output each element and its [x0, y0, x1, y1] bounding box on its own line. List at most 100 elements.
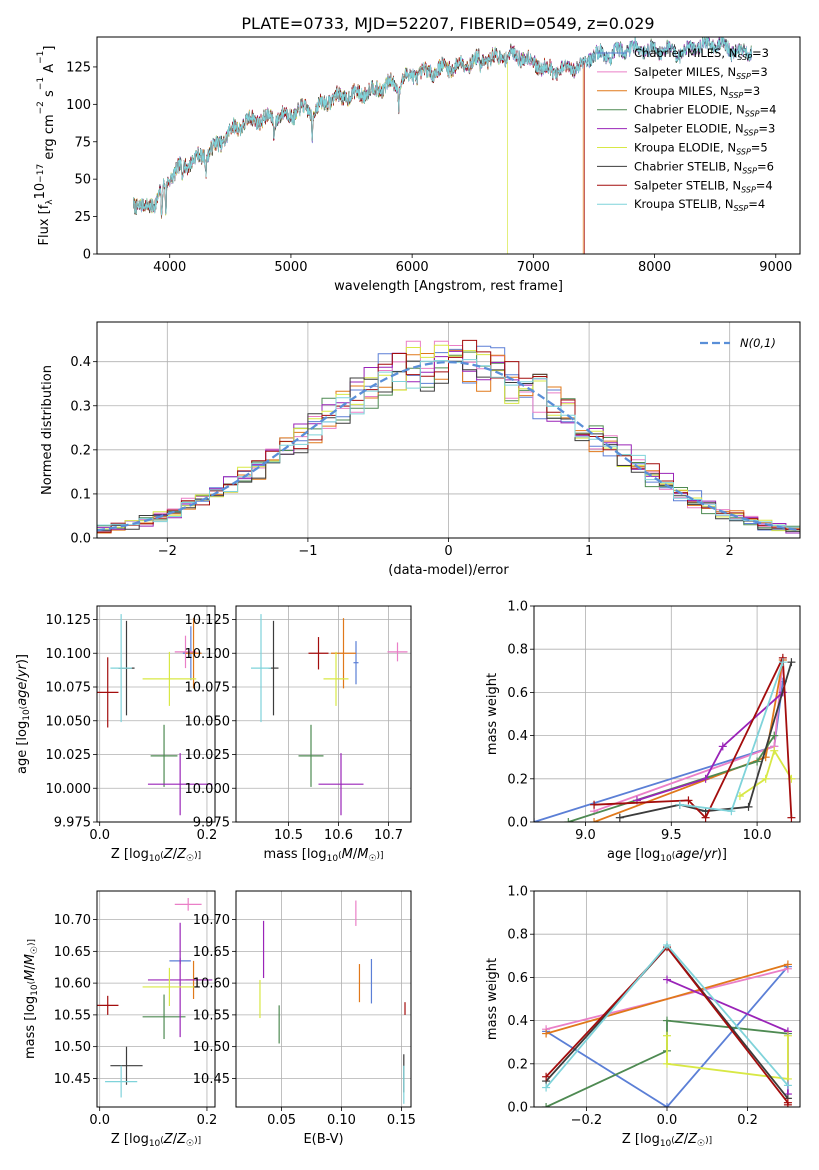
- y-tick-label: 0.8: [507, 643, 528, 658]
- y-axis-label: mass weight: [485, 958, 500, 1040]
- weight-marker: [663, 941, 671, 949]
- histogram-lines: [97, 339, 800, 538]
- y-tick-label: 0.0: [70, 532, 91, 547]
- weight-marker: [542, 1083, 551, 1092]
- weight-marker: [783, 1081, 792, 1090]
- errorbar-point: [185, 618, 202, 689]
- y-axis-label: mass [log10(M/M☉)]: [23, 939, 40, 1059]
- y-tick-label: 10.075: [46, 681, 92, 696]
- weight-marker: [615, 813, 624, 822]
- errorbar-point: [97, 657, 119, 728]
- x-tick-label: 0.15: [387, 1113, 416, 1128]
- axes-frame: [235, 605, 412, 823]
- axes-frame: [96, 36, 801, 255]
- weight-marker: [701, 774, 710, 783]
- weight-marker: [542, 1029, 551, 1038]
- spectrum-line: [133, 46, 508, 254]
- errorbar-point: [318, 753, 364, 816]
- weight-marker: [770, 731, 779, 740]
- axes-frame: [533, 890, 801, 1108]
- y-tick-label: 0: [83, 248, 91, 263]
- x-tick-label: 10.6: [324, 828, 353, 843]
- weight-marker: [727, 807, 736, 816]
- weight-series-line: [636, 691, 784, 802]
- weight-marker: [590, 800, 599, 809]
- y-tick-label: 0.8: [507, 928, 528, 943]
- residuals-panel: −2 −1 0 1 2 0.0 0.1 0.2 0.3 0.4 (data-model)/error…: [40, 321, 801, 578]
- x-tick-label: 0.0: [657, 1113, 678, 1128]
- weight-series-line: [666, 1035, 789, 1080]
- y-tick-label: 10.025: [46, 748, 92, 763]
- weight-marker: [663, 975, 671, 984]
- spectrum-lines: [133, 37, 752, 254]
- axes-frame: [96, 890, 216, 1108]
- legend-entry: Kroupa ELODIE, NSSP=5: [634, 141, 768, 157]
- y-tick-label: 10.60: [54, 977, 91, 992]
- x-tick-label: 4000: [153, 260, 186, 275]
- y-tick-label: 0.2: [507, 772, 528, 787]
- weight-marker: [744, 802, 753, 811]
- errorbar-point: [251, 614, 271, 723]
- errorbar-points: [97, 614, 213, 816]
- weight-marker: [787, 813, 796, 822]
- x-tick-label: 0.0: [89, 1113, 110, 1128]
- x-axis-label: Z [log10(Z/Z☉)]: [111, 1132, 201, 1149]
- x-tick-label: 9.0: [575, 828, 596, 843]
- x-axis-label: mass [log10(M/M☉)]: [263, 847, 383, 864]
- x-tick-label: 10.5: [274, 828, 303, 843]
- y-tick-label: 0.4: [507, 729, 528, 744]
- x-tick-label: 0.0: [89, 828, 110, 843]
- x-tick-label: 0.2: [197, 1113, 218, 1128]
- weight-marker: [663, 1016, 671, 1025]
- spectrum-panel: 4000 5000 6000 7000 8000 9000 0 25 50 75 100 125 wav…: [33, 36, 801, 294]
- y-axis-label: Normed distribution: [40, 365, 55, 495]
- errorbar-point: [331, 618, 356, 689]
- y-tick-label: 125: [66, 60, 91, 75]
- y-tick-label: 1.0: [507, 600, 528, 615]
- y-tick-label: 0.2: [507, 1057, 528, 1072]
- y-tick-label: 10.55: [54, 1008, 91, 1023]
- y-tick-label: 10.50: [193, 1040, 230, 1055]
- errorbar-point: [147, 753, 213, 816]
- y-tick-label: 10.000: [46, 782, 92, 797]
- y-axis-label: mass weight: [485, 673, 500, 755]
- weight-series-line: [739, 748, 793, 797]
- weight-marker: [787, 658, 796, 667]
- weight-marker: [783, 1031, 792, 1040]
- weight-marker: [590, 818, 599, 822]
- x-tick-label: 10.0: [743, 828, 772, 843]
- weight-series-line: [679, 661, 784, 813]
- weight-marker: [663, 1103, 671, 1107]
- y-tick-label: 10.000: [185, 782, 231, 797]
- errorbar-point: [110, 614, 132, 723]
- axes-frame: [235, 890, 412, 1108]
- weight-series-line: [545, 963, 789, 1035]
- errorbar-point: [142, 967, 197, 1006]
- errorbar-points: [251, 614, 408, 816]
- y-tick-label: 0.1: [70, 487, 91, 502]
- x-tick-label: 2: [726, 544, 734, 559]
- y-tick-label: 0.6: [507, 971, 528, 986]
- y-tick-label: 9.975: [193, 816, 230, 831]
- weight-marker: [663, 1031, 671, 1040]
- errorbar-point: [110, 1046, 143, 1085]
- errorbar-point: [298, 724, 324, 787]
- weight-marker: [770, 746, 779, 755]
- y-tick-label: 10.050: [46, 714, 92, 729]
- y-tick-label: 0.0: [507, 1101, 528, 1116]
- age-vs-z-panel: 0.0 0.2 9.975 10.000 10.025 10.050 10.075 10.10…: [15, 605, 217, 864]
- errorbar-point: [150, 724, 178, 787]
- weight-marker: [783, 960, 792, 969]
- x-tick-label: 5000: [274, 260, 307, 275]
- y-tick-label: 100: [66, 98, 91, 113]
- errorbar-point: [105, 1065, 138, 1098]
- x-tick-label: −1: [298, 544, 317, 559]
- y-tick-label: 0.6: [507, 686, 528, 701]
- y-tick-label: 10.50: [54, 1040, 91, 1055]
- axes-frame: [96, 605, 216, 823]
- y-tick-label: 25: [74, 210, 91, 225]
- x-axis-label: age [log10(age/yr)]: [607, 847, 727, 864]
- x-axis-label: Z [log10(Z/Z☉)]: [111, 847, 201, 864]
- y-tick-label: 0.4: [507, 1014, 528, 1029]
